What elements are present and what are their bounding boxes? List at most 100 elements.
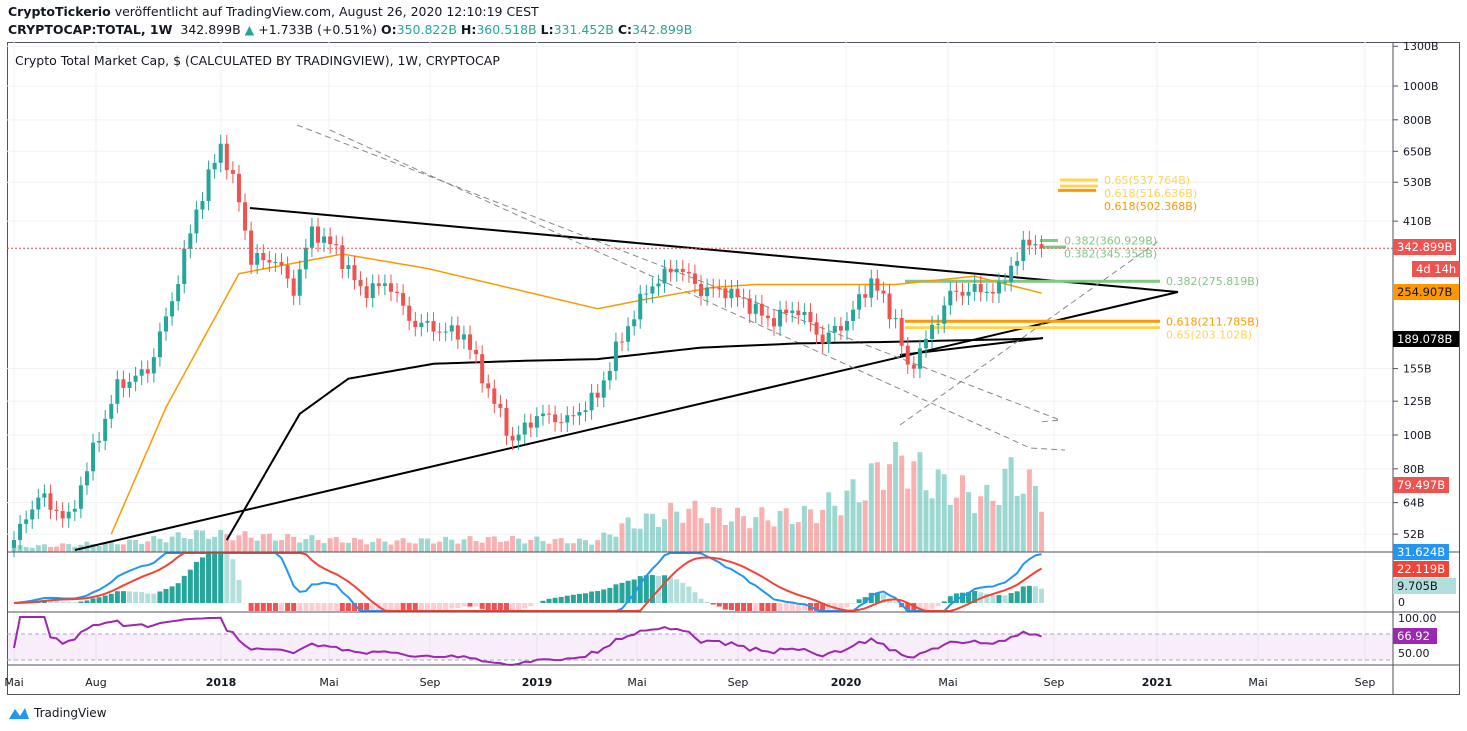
ma200-extension-line[interactable]: [899, 337, 1044, 356]
volume-bar: [133, 539, 139, 552]
candle: [601, 380, 606, 398]
candle: [340, 245, 345, 269]
symbol-legend: CRYPTOCAP:TOTAL, 1W 342.899B ▲ +1.733B (…: [8, 22, 692, 37]
macd-histogram-bar: [753, 603, 759, 611]
macd-histogram-bar: [583, 593, 589, 603]
volume-bar: [157, 538, 163, 552]
volume-bar: [838, 515, 844, 552]
macd-histogram-bar: [285, 603, 291, 611]
price-axis[interactable]: 1300B 1000B 800B 650B 530B 410B 155B 125B 100B 80…: [1393, 40, 1439, 541]
macd-histogram-bar: [193, 561, 199, 603]
macd-histogram-bar: [1039, 588, 1045, 603]
candle: [808, 311, 813, 323]
candle: [607, 370, 612, 381]
macd-histogram-bar: [437, 603, 443, 611]
candle: [97, 440, 102, 443]
volume-bar: [431, 543, 437, 552]
candle: [565, 415, 570, 423]
macd-histogram-bar: [510, 603, 516, 611]
volume-bar: [601, 532, 607, 552]
volume-bar: [345, 542, 351, 552]
candle: [595, 392, 600, 398]
fib-label: 0.618(516.636B): [1104, 187, 1197, 200]
macd-histogram-bar: [199, 557, 205, 603]
volume-bar: [102, 542, 108, 552]
rsi-pane[interactable]: [7, 616, 1393, 666]
candle: [686, 271, 691, 274]
macd-histogram-bar: [218, 553, 224, 603]
macd-histogram-bar: [680, 582, 686, 603]
candle: [236, 173, 241, 203]
candle: [164, 316, 168, 332]
dashed-channel-lower[interactable]: [329, 129, 1066, 451]
volume-bar: [212, 536, 218, 552]
macd-histogram-bar: [777, 603, 783, 611]
candle: [863, 294, 868, 298]
candle: [230, 170, 235, 174]
candle: [717, 288, 722, 290]
macd-histogram-bar: [850, 603, 856, 604]
candle: [115, 379, 120, 404]
price-tick-label: 1300B: [1403, 40, 1439, 53]
author[interactable]: CryptoTickerio: [8, 4, 111, 19]
signal-line: [13, 552, 1043, 612]
volume-bar: [826, 492, 832, 552]
volume-bar: [595, 540, 601, 552]
volume-bar: [108, 540, 114, 552]
candle: [674, 268, 679, 273]
candle: [212, 162, 217, 170]
dashed-channel-upper[interactable]: [296, 124, 1061, 423]
candle: [60, 511, 65, 519]
macd-zero-label: 0: [1398, 596, 1405, 609]
macd-histogram-bar: [449, 603, 455, 609]
volume-bar: [491, 536, 497, 552]
time-axis[interactable]: Mai Aug 2018 Mai Sep 2019 Mai Sep 2020 Mai Sep 2021…: [4, 676, 1375, 689]
volume-bar: [765, 520, 771, 552]
fib-label: 0.618(502.368B): [1104, 200, 1197, 213]
volume-bar: [479, 542, 485, 552]
macd-histogram-bar: [431, 603, 437, 611]
volume-bar: [759, 507, 765, 552]
volume-bar: [698, 518, 704, 552]
trendlines[interactable]: [74, 124, 1179, 551]
candle: [1027, 239, 1032, 246]
fib-label: 0.65(537.764B): [1104, 174, 1190, 187]
descending-trendline[interactable]: [249, 207, 1179, 293]
volume-bar: [242, 531, 248, 552]
macd-histogram-bar: [814, 603, 820, 611]
macd-histogram-bar: [212, 553, 218, 603]
candle: [729, 288, 734, 299]
close-value: 342.899B: [632, 22, 693, 37]
candle: [832, 325, 837, 333]
fib-levels[interactable]: 0.65(537.764B)0.618(516.636B)0.618(502.3…: [905, 174, 1259, 341]
candle: [188, 233, 193, 249]
volume-bar: [1002, 468, 1008, 552]
volume-bar: [728, 521, 734, 552]
candle: [255, 252, 260, 265]
dashed-uptrend[interactable]: [899, 239, 1161, 426]
volume-bar: [485, 536, 491, 552]
volume-label: 79.497B: [1393, 477, 1450, 493]
volume-bar: [649, 513, 655, 552]
ascending-trendline[interactable]: [74, 291, 1179, 551]
time-tick-label: Mai: [627, 676, 646, 689]
macd-pane[interactable]: [13, 552, 1045, 612]
candle: [224, 143, 229, 171]
macd-histogram-bar: [637, 576, 643, 603]
volume-bar: [260, 534, 266, 552]
volume-bar: [807, 509, 813, 552]
candle: [66, 511, 71, 519]
macd-histogram-bar: [1020, 586, 1026, 603]
macd-histogram-bar: [479, 603, 485, 609]
time-tick-label: 2018: [206, 676, 237, 689]
macd-histogram-bar: [394, 603, 400, 611]
macd-histogram-bar: [546, 598, 552, 603]
volume-bar: [777, 510, 783, 552]
tradingview-icon: [9, 708, 29, 719]
volume-bar: [206, 538, 212, 552]
volume-bar: [364, 544, 370, 552]
volume-bar: [1039, 511, 1045, 552]
macd-histogram-bar: [497, 603, 503, 611]
tradingview-logo[interactable]: TradingView: [8, 705, 107, 721]
